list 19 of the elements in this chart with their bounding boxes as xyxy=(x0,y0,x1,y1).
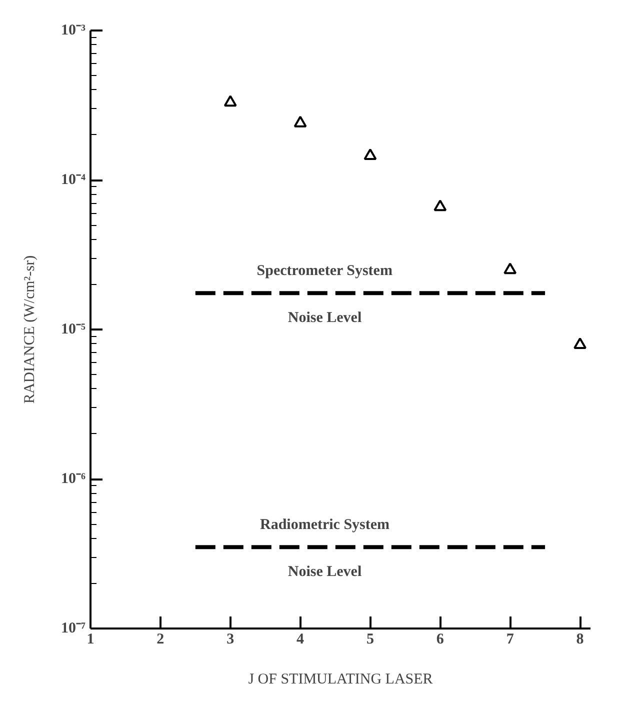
x-tick-label: 3 xyxy=(226,632,234,648)
y-tick-label: 10⁻⁵ xyxy=(61,322,86,338)
y-tick-label: 10⁻⁴ xyxy=(61,172,86,188)
x-tick-label: 4 xyxy=(296,632,305,648)
y-tick-label: 10⁻³ xyxy=(61,22,86,38)
annotation: Noise Level xyxy=(288,564,362,580)
x-axis-title: J OF STIMULATING LASER xyxy=(248,672,433,688)
y-tick-label: 10⁻⁷ xyxy=(61,620,86,636)
y-tick-label: 10⁻⁶ xyxy=(61,471,86,487)
x-tick-label: 8 xyxy=(576,632,584,648)
x-tick-label: 6 xyxy=(436,632,444,648)
annotation: Spectrometer System xyxy=(256,263,393,280)
annotation: Noise Level xyxy=(288,310,362,326)
x-tick-label: 1 xyxy=(86,632,94,648)
x-tick-label: 7 xyxy=(506,632,514,648)
y-axis-title: RADIANCE (W/cm²-sr) xyxy=(22,255,38,404)
annotation: Radiometric System xyxy=(260,517,390,534)
x-tick-label: 5 xyxy=(366,632,374,648)
x-tick-label: 2 xyxy=(156,632,164,648)
